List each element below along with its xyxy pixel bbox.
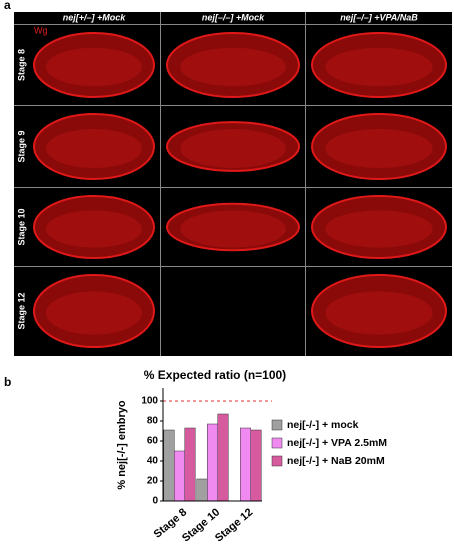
column-header: nej[–/–] +VPA/NaB xyxy=(340,12,418,22)
embryo-tissue xyxy=(180,47,286,87)
embryo-tissue xyxy=(46,47,142,87)
bar xyxy=(217,413,229,502)
stain-label: Wg xyxy=(34,25,48,35)
y-tick-label: 100 xyxy=(141,396,158,407)
embryo-tissue xyxy=(325,129,433,168)
legend-swatch xyxy=(271,419,283,431)
legend-swatch xyxy=(271,437,283,449)
embryo-tissue xyxy=(180,129,286,168)
embryo-tissue xyxy=(325,291,433,335)
panel-label: b xyxy=(4,375,11,389)
embryo-tissue xyxy=(325,210,433,248)
bar xyxy=(240,427,251,502)
embryo-tissue xyxy=(325,47,433,87)
panel-label: a xyxy=(4,0,11,12)
legend-label: nej[-/-] + mock xyxy=(287,419,359,431)
row-label: Stage 12 xyxy=(16,292,26,329)
chart-title: % Expected ratio (n=100) xyxy=(144,368,286,382)
row-label: Stage 10 xyxy=(16,208,26,245)
bar xyxy=(163,429,175,502)
row-label: Stage 8 xyxy=(16,49,26,81)
y-axis-label: % nej[-/-] embryo xyxy=(116,400,128,490)
column-header: nej[+/–] +Mock xyxy=(63,12,127,22)
bar xyxy=(207,423,218,502)
bar xyxy=(174,450,185,502)
embryo-tissue xyxy=(180,210,286,248)
y-tick-label: 60 xyxy=(147,436,159,447)
column-header: nej[–/–] +Mock xyxy=(202,12,265,22)
embryo-tissue xyxy=(46,129,142,168)
legend-label: nej[-/-] + NaB 20mM xyxy=(287,455,385,467)
legend-swatch xyxy=(271,455,283,467)
bar xyxy=(250,429,262,502)
y-tick-label: 0 xyxy=(152,496,158,507)
embryo-tissue xyxy=(46,210,142,248)
row-label: Stage 9 xyxy=(16,130,26,162)
y-tick-label: 40 xyxy=(147,456,159,467)
bar xyxy=(184,427,196,502)
bar xyxy=(196,478,208,502)
y-tick-label: 80 xyxy=(147,416,159,427)
embryo-tissue xyxy=(46,291,142,335)
legend-label: nej[-/-] + VPA 2.5mM xyxy=(287,437,387,449)
y-tick-label: 20 xyxy=(147,476,159,487)
